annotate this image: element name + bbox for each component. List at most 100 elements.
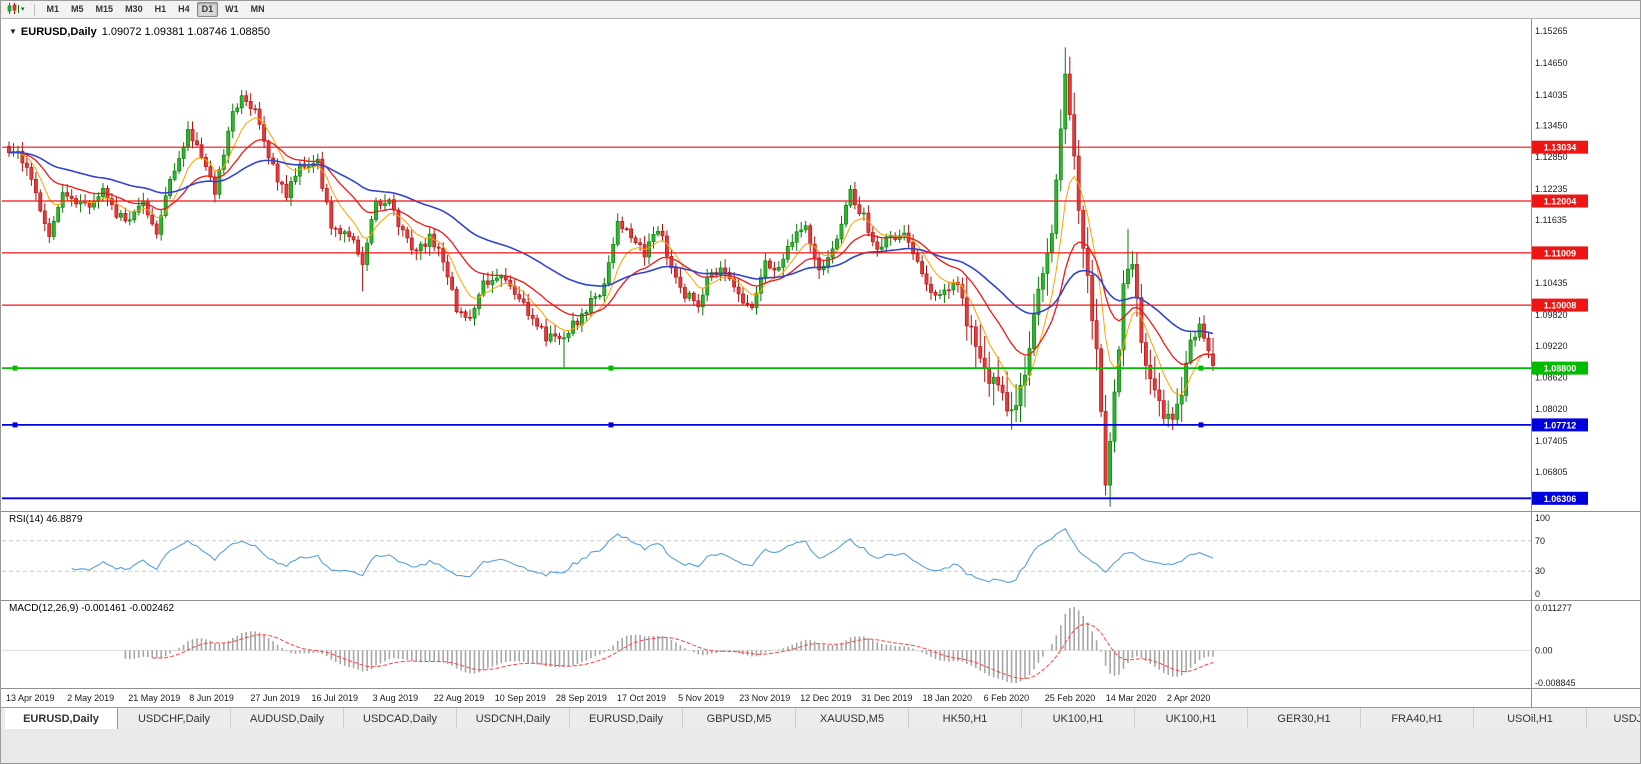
timeframe-h4[interactable]: H4 (178, 4, 190, 14)
svg-text:1.10008: 1.10008 (1544, 301, 1577, 311)
chart-background (1, 19, 1640, 707)
svg-text:1.11009: 1.11009 (1544, 248, 1576, 258)
svg-text:1.10435: 1.10435 (1535, 278, 1568, 288)
svg-text:1.13450: 1.13450 (1535, 121, 1568, 131)
chart-type-button[interactable]: ▾ (5, 1, 27, 19)
chart-tab[interactable]: USDCNH,Daily (457, 708, 570, 729)
svg-text:1.14650: 1.14650 (1535, 58, 1568, 68)
toolbar: ▾ M1 M5 M15 M30 H1 H4 D1 W1 MN (1, 1, 1640, 19)
svg-text:1.14035: 1.14035 (1535, 90, 1568, 100)
hline-1.08800[interactable] (2, 365, 1531, 371)
chart-tab[interactable]: USOil,H1 (1474, 708, 1587, 729)
ma-8-line[interactable] (8, 117, 1214, 395)
svg-text:28 Sep 2019: 28 Sep 2019 (556, 693, 607, 703)
chart-tab[interactable]: XAUUSD,M5 (796, 708, 909, 729)
chart-tab[interactable]: USDCHF,Daily (118, 708, 231, 729)
hline-1.07712[interactable] (2, 422, 1531, 428)
svg-text:1.06805: 1.06805 (1535, 467, 1568, 477)
timeframe-buttons: M1 M5 M15 M30 H1 H4 D1 W1 MN (42, 2, 270, 17)
price-chart[interactable]: 1.15265 1.14650 1.14035 1.13450 1.12850 1.122… (1, 1, 1641, 707)
svg-text:1.08800: 1.08800 (1544, 364, 1577, 374)
svg-text:1.12235: 1.12235 (1535, 184, 1568, 194)
rsi-label: RSI(14) 46.8879 (9, 514, 83, 525)
timeframe-m15[interactable]: M15 (95, 4, 114, 14)
chart-tab[interactable]: UK100,H1 (1135, 708, 1248, 729)
timeframe-m5[interactable]: M5 (71, 4, 84, 14)
svg-text:0: 0 (1535, 589, 1540, 599)
svg-text:12 Dec 2019: 12 Dec 2019 (800, 693, 851, 703)
chart-tab[interactable]: FRA40,H1 (1361, 708, 1474, 729)
price-tag-1.06306: 1.06306 (1532, 491, 1588, 505)
price-tag-1.07712: 1.07712 (1532, 418, 1588, 432)
svg-text:22 Aug 2019: 22 Aug 2019 (434, 693, 485, 703)
ma-20-line[interactable] (8, 139, 1214, 365)
time-axis[interactable]: 13 Apr 2019 2 May 2019 21 May 2019 8 Jun 20… (6, 693, 1210, 703)
svg-text:1.12850: 1.12850 (1535, 152, 1568, 162)
timeframe-m1[interactable]: M1 (46, 4, 60, 14)
price-axis[interactable]: 1.15265 1.14650 1.14035 1.13450 1.12850 1.122… (1535, 26, 1576, 688)
svg-text:30: 30 (1535, 566, 1545, 576)
svg-text:1.09820: 1.09820 (1535, 310, 1568, 320)
rsi-line[interactable] (71, 528, 1214, 583)
price-tag-1.08800: 1.08800 (1532, 361, 1588, 375)
chart-tab[interactable]: HK50,H1 (909, 708, 1022, 729)
price-tag-1.11009: 1.11009 (1532, 246, 1588, 260)
svg-text:3 Aug 2019: 3 Aug 2019 (373, 693, 419, 703)
svg-text:13 Apr 2019: 13 Apr 2019 (6, 693, 55, 703)
svg-text:1.13034: 1.13034 (1544, 143, 1577, 153)
chart-tab[interactable]: EURUSD,Daily (5, 708, 118, 729)
timeframe-d1[interactable]: D1 (196, 2, 219, 17)
svg-text:70: 70 (1535, 536, 1545, 546)
svg-text:14 Mar 2020: 14 Mar 2020 (1106, 693, 1157, 703)
svg-text:16 Jul 2019: 16 Jul 2019 (312, 693, 359, 703)
svg-text:0.011277: 0.011277 (1535, 603, 1572, 613)
chart-tab[interactable]: EURUSD,Daily (570, 708, 683, 729)
candlesticks[interactable] (7, 47, 1215, 507)
chevron-down-icon: ▾ (21, 5, 25, 13)
status-area (1, 729, 1640, 763)
chart-tabs-bar: EURUSD,Daily USDCHF,Daily AUDUSD,Daily USDC… (1, 707, 1640, 729)
price-tag-1.13034: 1.13034 (1532, 140, 1588, 154)
timeframe-w1[interactable]: W1 (225, 4, 239, 14)
svg-text:1.08620: 1.08620 (1535, 373, 1568, 383)
chart-ohlc-values: 1.09072 1.09381 1.08746 1.08850 (101, 26, 270, 38)
svg-text:31 Dec 2019: 31 Dec 2019 (861, 693, 912, 703)
svg-text:-0.008845: -0.008845 (1535, 678, 1576, 688)
svg-text:6 Feb 2020: 6 Feb 2020 (984, 693, 1030, 703)
chart-tab[interactable]: USDJPY,H1 (1587, 708, 1640, 729)
ma-50-line[interactable] (8, 151, 1214, 335)
chart-tab[interactable]: GER30,H1 (1248, 708, 1361, 729)
svg-text:17 Oct 2019: 17 Oct 2019 (617, 693, 666, 703)
svg-text:1.07712: 1.07712 (1544, 420, 1577, 430)
svg-text:2 May 2019: 2 May 2019 (67, 693, 114, 703)
timeframe-mn[interactable]: MN (250, 4, 265, 14)
svg-text:18 Jan 2020: 18 Jan 2020 (923, 693, 973, 703)
symbol-dropdown-icon[interactable]: ▼ (9, 27, 17, 36)
svg-text:1.08020: 1.08020 (1535, 404, 1568, 414)
chart-tab[interactable]: USDCAD,Daily (344, 708, 457, 729)
svg-text:1.06306: 1.06306 (1544, 494, 1577, 504)
svg-text:1.12004: 1.12004 (1544, 197, 1577, 207)
toolbar-divider (33, 3, 35, 16)
svg-text:23 Nov 2019: 23 Nov 2019 (739, 693, 790, 703)
svg-text:0.00: 0.00 (1535, 645, 1553, 655)
svg-text:1.11635: 1.11635 (1535, 215, 1567, 225)
chart-tab[interactable]: UK100,H1 (1022, 708, 1135, 729)
svg-text:21 May 2019: 21 May 2019 (128, 693, 180, 703)
svg-text:27 Jun 2019: 27 Jun 2019 (250, 693, 300, 703)
chart-title: ▼ EURUSD,Daily 1.09072 1.09381 1.08746 1.0… (9, 26, 270, 38)
timeframe-h1[interactable]: H1 (154, 4, 167, 14)
price-tag-1.10008: 1.10008 (1532, 298, 1588, 312)
macd-signal-line[interactable] (152, 623, 1214, 680)
chart-symbol: EURUSD,Daily (20, 26, 97, 38)
timeframe-m30[interactable]: M30 (125, 4, 143, 14)
macd-label: MACD(12,26,9) -0.001461 -0.002462 (9, 603, 175, 614)
svg-text:25 Feb 2020: 25 Feb 2020 (1045, 693, 1096, 703)
svg-text:5 Nov 2019: 5 Nov 2019 (678, 693, 724, 703)
price-tag-1.12004: 1.12004 (1532, 194, 1588, 208)
svg-text:1.09220: 1.09220 (1535, 341, 1568, 351)
chart-tab[interactable]: GBPUSD,M5 (683, 708, 796, 729)
svg-text:10 Sep 2019: 10 Sep 2019 (495, 693, 546, 703)
chart-tab[interactable]: AUDUSD,Daily (231, 708, 344, 729)
